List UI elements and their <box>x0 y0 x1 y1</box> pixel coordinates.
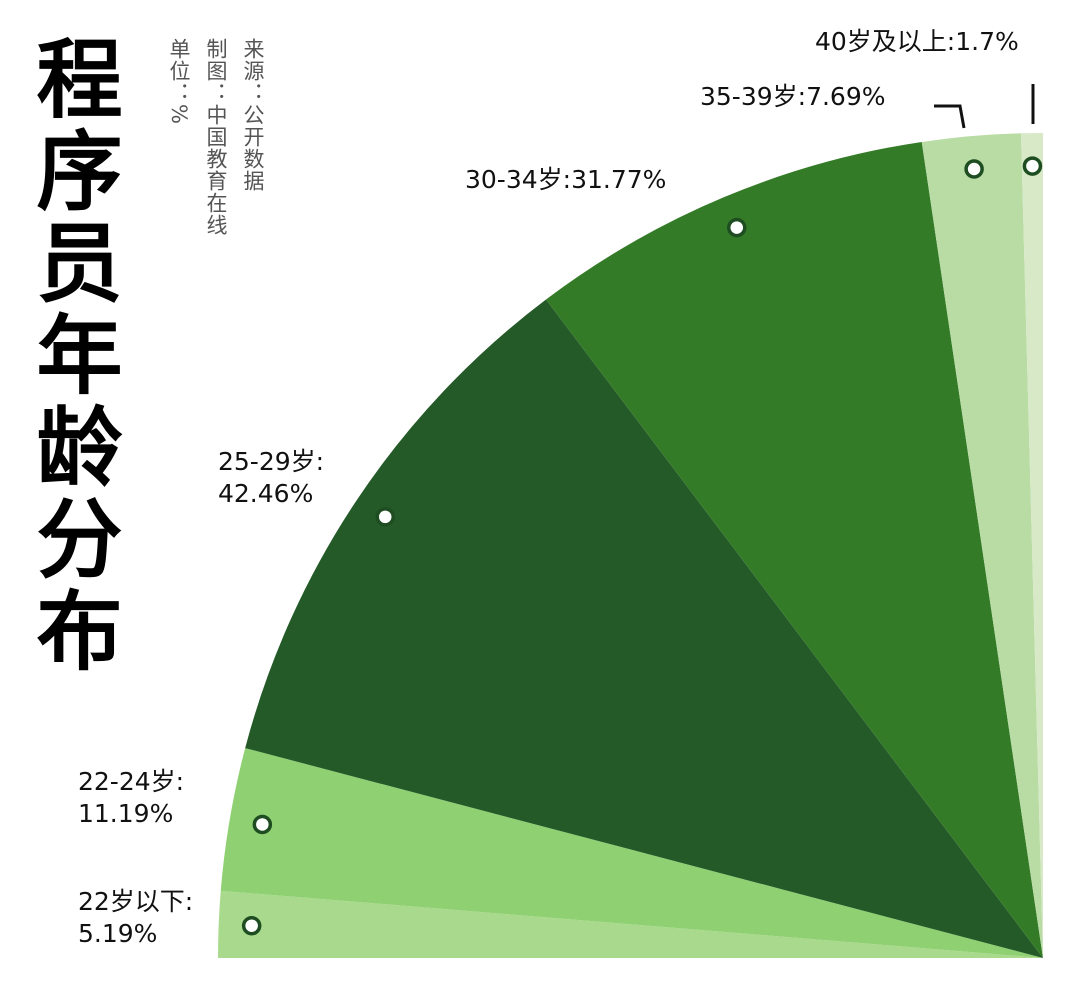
chart-title: 程序员年龄分布 <box>21 34 121 678</box>
note: 制图：中国教育在线 <box>204 38 228 236</box>
wedge <box>245 299 1043 958</box>
label-value: 1.7% <box>955 27 1019 56</box>
dots <box>241 156 1043 936</box>
data-label: 22-24岁: 11.19% <box>78 767 184 828</box>
wedges <box>218 133 1043 958</box>
labels: 22岁以下: 5.19% 22-24岁: 11.19% 25-29岁: 42.46% 30-… <box>78 27 1019 948</box>
label-value: 31.77% <box>571 165 666 194</box>
label-value: 5.19% <box>78 919 157 948</box>
marker-dot <box>1022 156 1043 176</box>
wedge <box>218 890 1043 958</box>
label-category: 35-39岁: <box>700 82 806 111</box>
data-label: 40岁及以上:1.7% <box>815 27 1019 56</box>
data-label: 35-39岁:7.69% <box>700 82 886 111</box>
marker-dot <box>964 159 984 179</box>
label-value: 11.19% <box>78 799 173 828</box>
marker-dot <box>727 217 747 238</box>
note: 单位：% <box>167 38 191 125</box>
label-category: 40岁及以上: <box>815 27 955 56</box>
label-category: 22岁以下: <box>78 887 193 916</box>
label-category: 30-34岁: <box>465 165 571 194</box>
label-category: 25-29岁: <box>218 447 324 476</box>
wedge <box>921 133 1043 958</box>
data-label: 22岁以下: 5.19% <box>78 887 193 948</box>
label-category: 22-24岁: <box>78 767 184 796</box>
data-label: 25-29岁: 42.46% <box>218 447 324 508</box>
note: 来源：公开数据 <box>241 38 265 192</box>
marker-dot <box>252 814 273 835</box>
label-value: 7.69% <box>806 82 885 111</box>
wedge <box>220 748 1043 958</box>
marker-dot <box>375 507 395 527</box>
label-value: 42.46% <box>218 479 313 508</box>
wedge <box>1020 133 1043 958</box>
data-label: 30-34岁:31.77% <box>465 165 666 194</box>
wedge <box>545 141 1043 958</box>
leader-line <box>934 104 966 129</box>
marker-dot <box>241 915 262 936</box>
